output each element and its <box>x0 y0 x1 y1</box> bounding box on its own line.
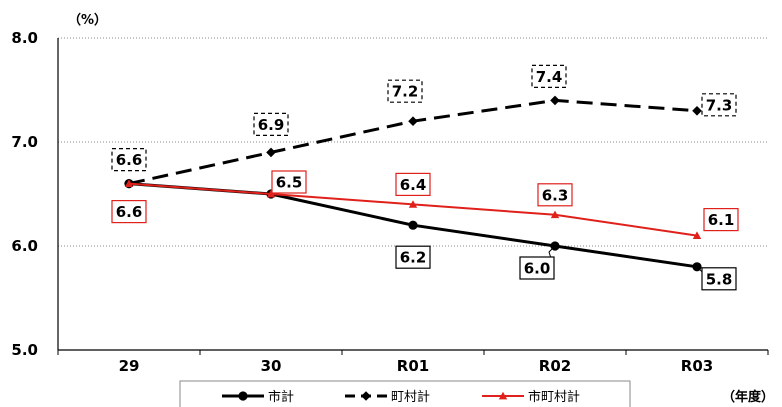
data-point <box>124 179 134 187</box>
data-point <box>266 189 276 198</box>
data-label-box <box>111 200 147 224</box>
data-label: 6.6 <box>116 151 143 169</box>
data-label: 6.9 <box>258 116 285 134</box>
data-label-box <box>531 64 567 89</box>
data-label: 7.3 <box>706 96 733 114</box>
y-tick-label: 8.0 <box>11 29 38 47</box>
data-point <box>408 200 418 208</box>
data-label: 6.2 <box>400 249 427 267</box>
data-label-box <box>703 208 739 232</box>
data-point <box>550 95 560 106</box>
data-label: 6.3 <box>542 186 569 204</box>
legend-box <box>179 380 631 407</box>
x-tick-label: 29 <box>119 357 140 375</box>
y-unit-label: （%） <box>68 12 107 28</box>
x-tick-label: 30 <box>261 357 282 375</box>
data-label: 6.6 <box>116 203 143 221</box>
data-label: 6.1 <box>708 211 735 229</box>
x-tick-label: R02 <box>539 357 571 375</box>
legend-marker <box>498 391 508 400</box>
data-label: 6.0 <box>524 260 551 278</box>
legend-marker <box>361 391 371 401</box>
x-unit-label: （年度） <box>722 389 774 405</box>
data-label: 7.4 <box>536 68 563 86</box>
legend-label: 市計 <box>268 389 294 405</box>
data-label-box <box>537 183 573 207</box>
data-label: 7.2 <box>392 83 419 101</box>
data-point <box>692 106 702 116</box>
data-point <box>408 220 418 230</box>
y-tick-label: 7.0 <box>11 133 38 151</box>
data-label: 6.4 <box>400 176 427 194</box>
data-label-box <box>387 79 423 103</box>
data-point <box>692 231 702 239</box>
data-point <box>550 210 560 219</box>
data-point <box>266 147 276 158</box>
x-tick-label: R01 <box>397 357 429 375</box>
data-label: 5.8 <box>706 270 733 288</box>
legend-label: 市町村計 <box>528 389 580 405</box>
data-label-box <box>701 93 737 117</box>
data-point <box>408 116 418 126</box>
data-label: 6.5 <box>276 174 303 192</box>
x-tick-label: R03 <box>681 357 713 375</box>
data-label-box <box>701 267 737 291</box>
data-label-box <box>253 112 289 137</box>
data-label-box <box>519 256 555 280</box>
y-tick-label: 6.0 <box>11 237 38 255</box>
data-label-box <box>111 148 147 172</box>
legend-marker <box>238 391 248 401</box>
legend-label: 町村計 <box>391 389 430 405</box>
data-label-box <box>271 170 307 194</box>
data-label-box <box>395 172 431 196</box>
y-tick-label: 5.0 <box>11 341 38 359</box>
data-label-box <box>395 245 431 269</box>
